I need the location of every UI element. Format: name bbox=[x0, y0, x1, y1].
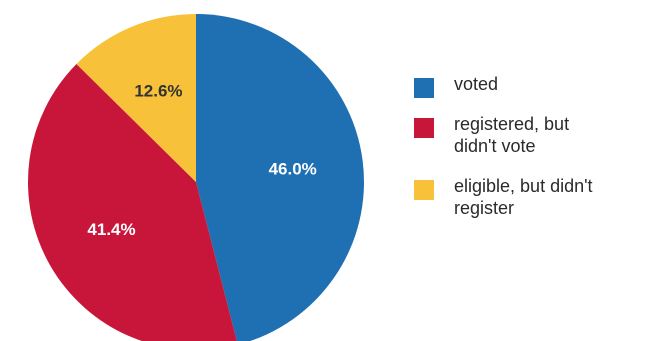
legend-label-eligible-didnt-register-line-2: register bbox=[454, 198, 515, 218]
legend-label-registered-didnt-vote-line-2: didn't vote bbox=[454, 136, 536, 156]
legend-label-eligible-didnt-register-line-1: eligible, but didn't bbox=[454, 176, 593, 196]
legend-item-voted: voted bbox=[414, 73, 650, 98]
legend-item-registered-didnt-vote: registered, but didn't vote bbox=[414, 113, 650, 157]
legend-swatch-voted bbox=[414, 78, 434, 98]
pie-label-registered-didnt-vote: 41.4% bbox=[87, 220, 135, 239]
legend-item-eligible-didnt-register: eligible, but didn't register bbox=[414, 175, 650, 219]
legend-swatch-eligible-didnt-register bbox=[414, 180, 434, 200]
legend-label-voted-line-1: voted bbox=[454, 74, 499, 94]
pie-slice-voted bbox=[196, 14, 364, 341]
legend: voted registered, but didn't vote eligib… bbox=[414, 73, 650, 237]
pie-slices bbox=[28, 14, 364, 341]
pie-slice-eligible-didnt-register bbox=[76, 14, 196, 182]
legend-label-registered-didnt-vote-line-1: registered, but bbox=[454, 114, 570, 134]
pie-label-eligible-didnt-register: 12.6% bbox=[134, 82, 182, 101]
legend-swatch-registered-didnt-vote bbox=[414, 118, 434, 138]
pie-slice-registered-didnt-vote bbox=[28, 63, 237, 341]
pie-label-voted: 46.0% bbox=[269, 159, 317, 178]
pie-value-labels: 46.0% 41.4% 12.6% bbox=[87, 82, 316, 239]
